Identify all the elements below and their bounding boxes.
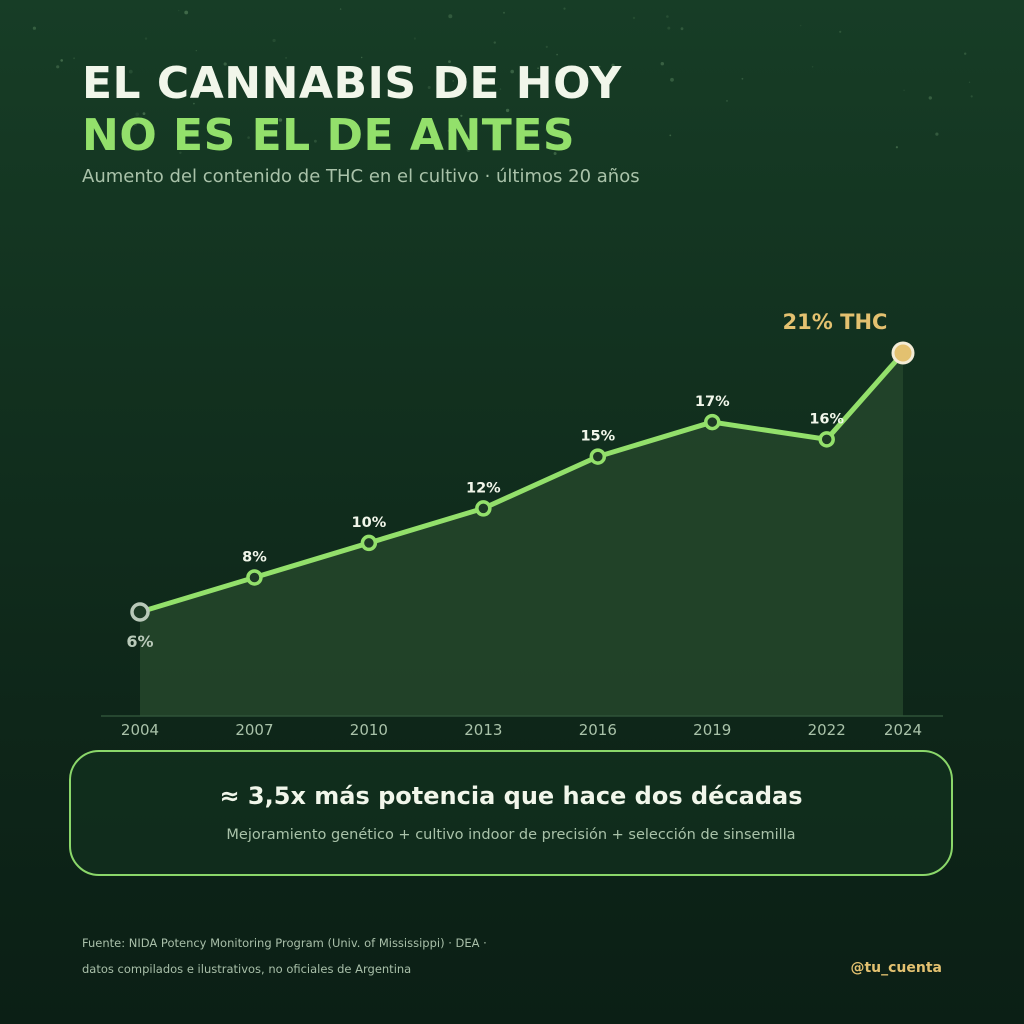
data-point-highlight: [891, 341, 915, 365]
series-line: [137, 350, 906, 615]
account-handle: @tu_cuenta: [850, 960, 942, 976]
area-fill: [140, 353, 903, 716]
data-label: 16%: [809, 411, 844, 427]
data-point: [589, 448, 607, 465]
x-tick-label: 2019: [693, 721, 731, 739]
data-point: [704, 413, 721, 431]
subtitle: Aumento del contenido de THC en el culti…: [82, 166, 640, 187]
data-label-highlight: 21% THC: [783, 310, 888, 334]
data-label: 10%: [352, 515, 387, 531]
callout-headline: ≈ 3,5x más potencia que hace dos décadas: [219, 782, 803, 810]
x-tick-label: 2010: [350, 721, 388, 739]
data-label: 8%: [242, 549, 267, 565]
data-point: [130, 602, 150, 622]
data-label: 17%: [695, 394, 730, 410]
x-tick-label: 2013: [464, 721, 502, 739]
callout-box: ≈ 3,5x más potencia que hace dos décadas…: [69, 750, 953, 876]
data-label: 12%: [466, 480, 501, 496]
data-label: 6%: [126, 632, 153, 651]
title-line-2: NO ES EL DE ANTES: [82, 110, 576, 161]
x-tick-label: 2024: [884, 721, 922, 739]
data-label: 15%: [580, 429, 615, 445]
data-point: [360, 534, 378, 552]
x-tick-label: 2016: [579, 721, 617, 739]
x-tick-label: 2004: [121, 721, 159, 739]
data-point: [475, 500, 492, 517]
title-line-1: EL CANNABIS DE HOY: [82, 58, 622, 109]
data-point: [246, 569, 263, 586]
source-line-1: Fuente: NIDA Potency Monitoring Program …: [82, 936, 487, 950]
callout-detail: Mejoramiento genético + cultivo indoor d…: [226, 827, 796, 843]
x-tick-label: 2022: [808, 721, 846, 739]
data-point: [818, 431, 835, 448]
x-tick-label: 2007: [235, 721, 273, 739]
source-line-2: datos compilados e ilustrativos, no ofic…: [82, 962, 412, 976]
